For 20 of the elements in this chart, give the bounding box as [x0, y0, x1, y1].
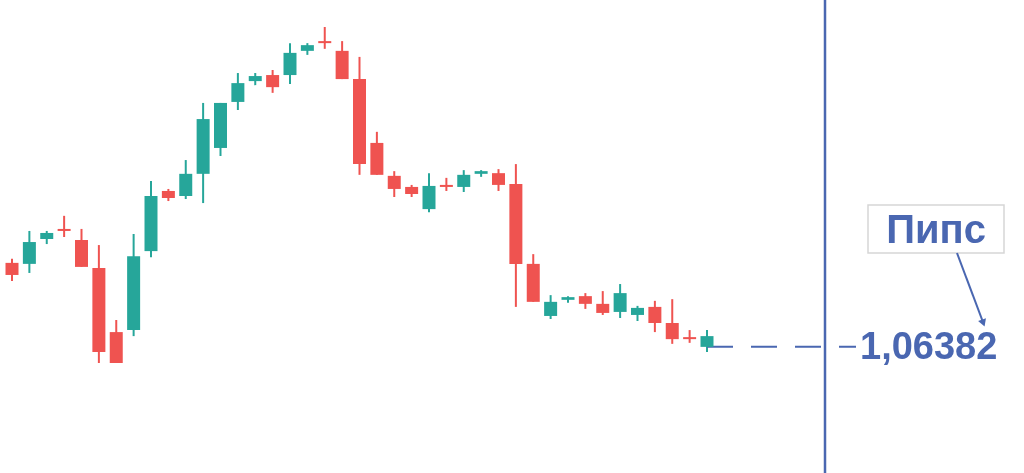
candlestick [5, 257, 19, 283]
candlestick [457, 169, 471, 193]
candlestick [613, 283, 627, 319]
candlestick [700, 329, 714, 353]
candlestick [283, 42, 297, 86]
candlestick [231, 72, 245, 111]
candlestick [422, 172, 436, 214]
candlestick [57, 214, 71, 238]
candlestick [544, 294, 558, 320]
text: Пипс [886, 207, 986, 251]
candlestick [179, 159, 193, 201]
candlestick [318, 26, 332, 50]
candlestick [22, 229, 36, 274]
candlestick [648, 299, 662, 334]
ref-line-label: 1,06382 [860, 324, 998, 367]
candlestick [492, 168, 505, 192]
candlestick [665, 298, 679, 345]
candlestick [387, 170, 401, 199]
candlestick [596, 290, 610, 316]
candlestick [266, 69, 280, 94]
